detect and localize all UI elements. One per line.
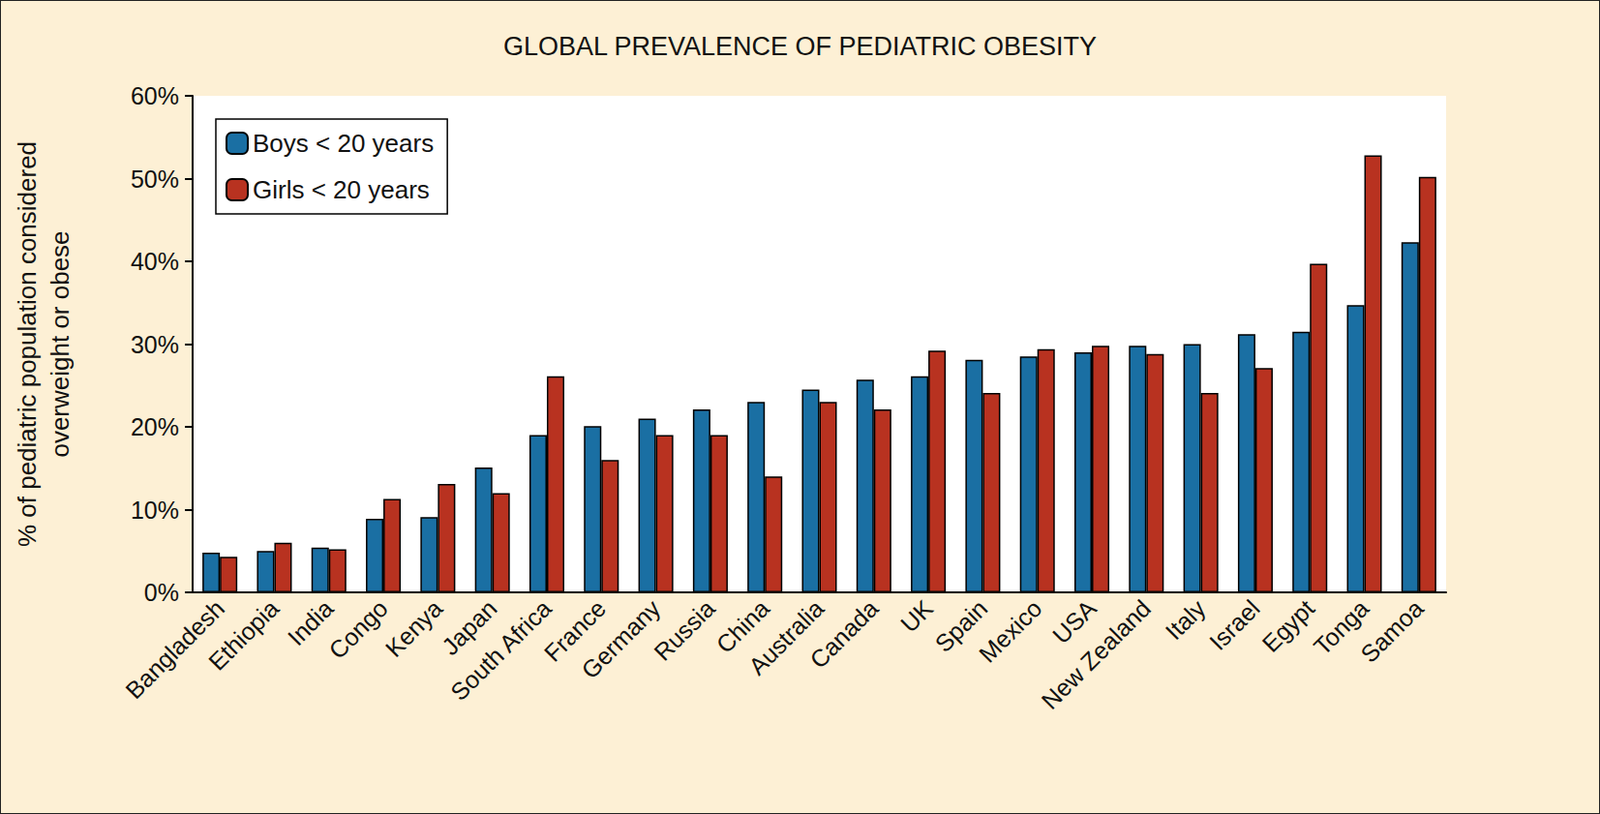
svg-text:% of pediatric population cons: % of pediatric population considered [12, 141, 42, 547]
svg-text:Boys < 20 years: Boys < 20 years [252, 128, 434, 158]
svg-text:Congo: Congo [323, 594, 393, 665]
svg-text:UK: UK [895, 594, 939, 638]
svg-text:China: China [710, 594, 775, 659]
svg-text:Germany: Germany [575, 594, 666, 685]
svg-text:60%: 60% [130, 82, 180, 110]
svg-text:Samoa: Samoa [1355, 594, 1429, 668]
svg-text:France: France [538, 594, 611, 667]
svg-text:0%: 0% [144, 578, 180, 606]
svg-text:Ethiopia: Ethiopia [203, 594, 285, 676]
svg-text:50%: 50% [130, 165, 180, 193]
svg-text:Italy: Italy [1159, 594, 1211, 646]
svg-text:New Zealand: New Zealand [1035, 594, 1156, 715]
svg-text:Japan: Japan [436, 594, 502, 661]
svg-text:Russia: Russia [648, 594, 721, 666]
svg-text:India: India [282, 594, 339, 651]
svg-text:Bangladesh: Bangladesh [119, 594, 230, 704]
svg-text:Egypt: Egypt [1256, 594, 1320, 658]
svg-text:10%: 10% [130, 496, 180, 524]
svg-text:Kenya: Kenya [379, 594, 448, 663]
svg-text:Israel: Israel [1204, 594, 1266, 656]
svg-text:overweight or obese: overweight or obese [45, 230, 75, 457]
svg-text:GLOBAL PREVALENCE OF PEDIATRIC: GLOBAL PREVALENCE OF PEDIATRIC OBESITY [503, 31, 1097, 61]
svg-text:Mexico: Mexico [973, 594, 1048, 668]
svg-text:South Africa: South Africa [445, 594, 557, 706]
svg-text:40%: 40% [130, 247, 180, 275]
svg-text:Spain: Spain [929, 594, 993, 658]
svg-text:Tonga: Tonga [1308, 594, 1374, 661]
svg-text:Girls < 20 years: Girls < 20 years [252, 175, 430, 205]
svg-text:Canada: Canada [804, 594, 884, 674]
svg-text:Australia: Australia [743, 594, 829, 681]
svg-text:USA: USA [1047, 594, 1102, 649]
svg-text:30%: 30% [130, 331, 180, 359]
svg-text:20%: 20% [130, 413, 180, 441]
